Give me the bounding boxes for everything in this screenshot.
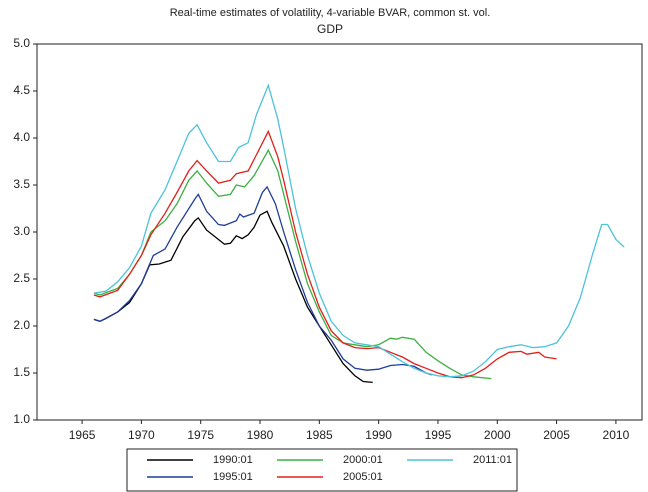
x-tick-label: 2000 — [484, 428, 511, 442]
x-tick-label: 1990 — [365, 428, 392, 442]
y-tick-label: 2.0 — [13, 318, 30, 332]
y-tick-label: 2.5 — [13, 271, 30, 285]
legend-label: 2011:01 — [473, 454, 512, 466]
y-tick-label: 5.0 — [13, 36, 30, 50]
series-line — [93, 185, 433, 376]
chart-subtitle: GDP — [317, 22, 343, 36]
series-line — [93, 129, 557, 379]
legend-label: 2005:01 — [343, 471, 383, 483]
legend-box — [126, 448, 518, 492]
x-tick-label: 1995 — [425, 428, 452, 442]
plot-frame — [36, 43, 643, 421]
x-tick-label: 1965 — [69, 428, 96, 442]
legend-label: 1990:01 — [213, 454, 253, 466]
series-line — [93, 210, 373, 384]
y-tick-label: 4.5 — [13, 83, 30, 97]
y-tick-label: 4.0 — [13, 130, 30, 144]
x-tick-label: 1980 — [247, 428, 274, 442]
x-tick-label: 1985 — [306, 428, 333, 442]
series-line — [93, 83, 625, 378]
x-tick-label: 2005 — [543, 428, 570, 442]
y-tick-label: 1.0 — [13, 412, 30, 426]
x-tick-label: 2010 — [603, 428, 630, 442]
y-tick-label: 3.0 — [13, 224, 30, 238]
chart-title: Real-time estimates of volatility, 4-var… — [170, 7, 491, 19]
x-tick-label: 1975 — [187, 428, 214, 442]
y-tick-label: 1.5 — [13, 365, 30, 379]
legend-label: 2000:01 — [343, 454, 383, 466]
x-tick-label: 1970 — [128, 428, 155, 442]
y-tick-label: 3.5 — [13, 177, 30, 191]
series-line — [93, 148, 492, 380]
legend-label: 1995:01 — [213, 471, 253, 483]
